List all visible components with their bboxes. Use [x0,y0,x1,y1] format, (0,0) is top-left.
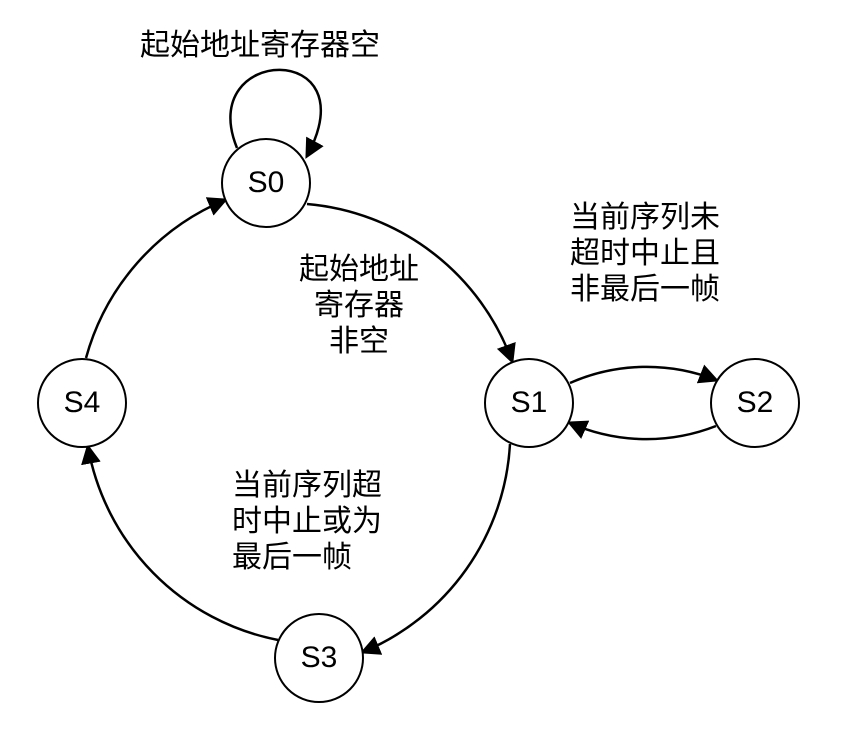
label-s0-to-s1: 起始地址 寄存器 非空 [299,252,419,360]
state-s4: S4 [37,358,127,448]
label-s1-to-s3: 当前序列超 时中止或为 最后一帧 [232,468,382,576]
state-s2-label: S2 [737,386,774,420]
edges-layer [0,0,844,734]
state-s1-label: S1 [511,386,548,420]
state-diagram: S0 S1 S2 S3 S4 起始地址寄存器空 起始地址 寄存器 非空 当前序列… [0,0,844,734]
edge-s2-to-s1 [570,423,716,439]
state-s3-label: S3 [301,641,338,675]
edge-s1-to-s2 [570,367,716,383]
state-s3: S3 [274,613,364,703]
state-s2: S2 [710,358,800,448]
state-s1: S1 [484,358,574,448]
state-s4-label: S4 [64,386,101,420]
edge-s1-to-s3 [363,444,510,652]
state-s0: S0 [221,138,311,228]
label-s0-self: 起始地址寄存器空 [140,28,380,64]
edge-s4-to-s0 [86,200,225,358]
state-s0-label: S0 [248,166,285,200]
label-s1-s2-top: 当前序列未 超时中止且 非最后一帧 [570,200,720,308]
